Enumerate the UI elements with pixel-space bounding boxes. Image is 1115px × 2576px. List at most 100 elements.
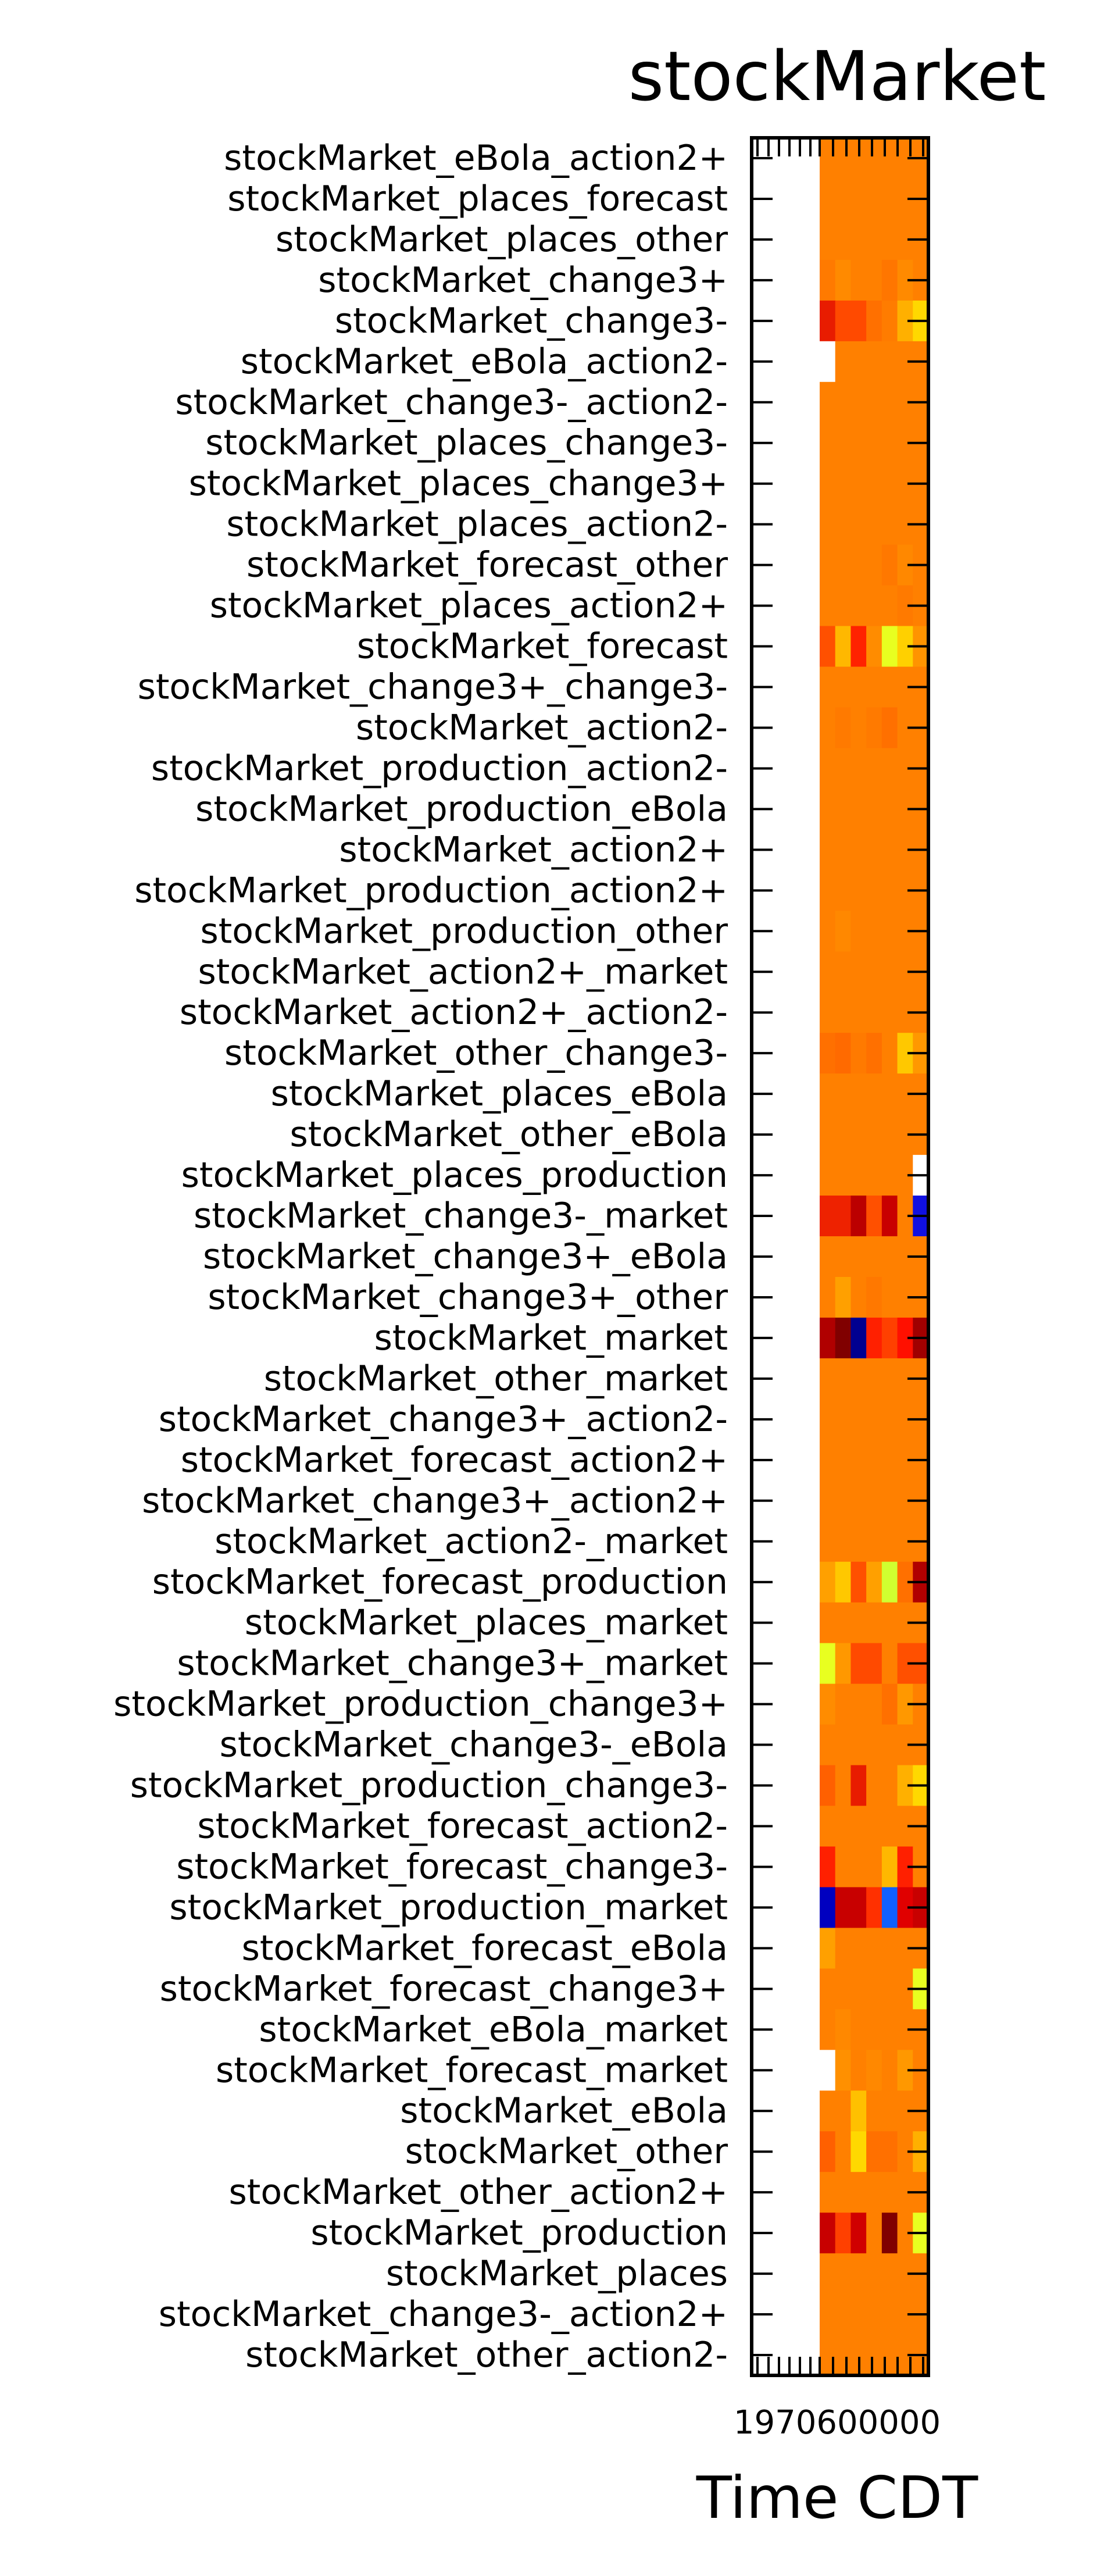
heatmap-cell [866, 463, 882, 505]
heatmap-cell [881, 381, 898, 423]
heatmap-cell [820, 2213, 836, 2254]
heatmap-cell [881, 422, 898, 464]
heatmap-cell [881, 1561, 898, 1603]
y-tick-label: stockMarket_production_action2- [151, 748, 728, 789]
heatmap-cell [866, 504, 882, 545]
heatmap-cell [881, 2294, 898, 2335]
heatmap-cell [835, 1033, 852, 1074]
heatmap-cell [820, 626, 836, 668]
y-tick-label: stockMarket_production_change3+ [113, 1684, 728, 1725]
heatmap-cell [850, 341, 867, 383]
y-tick-label: stockMarket_change3-_eBola [220, 1725, 728, 1765]
heatmap-cell [881, 829, 898, 870]
y-tick-label: stockMarket_production_eBola [195, 789, 728, 829]
heatmap-cell [835, 666, 852, 708]
heatmap-cell [850, 1114, 867, 1155]
heatmap-cell [881, 178, 898, 220]
heatmap-cell [850, 1806, 867, 1847]
heatmap-cell [820, 1480, 836, 1522]
heatmap-cell [850, 259, 867, 301]
heatmap-cell [850, 1236, 867, 1278]
heatmap-cell [850, 381, 867, 423]
heatmap-cell [881, 1521, 898, 1562]
heatmap-cell [835, 1521, 852, 1562]
heatmap-cell [820, 666, 836, 708]
heatmap-cell [820, 2050, 836, 2091]
heatmap-cell [881, 1968, 898, 2010]
heatmap-cell [881, 870, 898, 911]
heatmap-cell [820, 2131, 836, 2172]
y-tick-label: stockMarket_change3+_action2- [159, 1399, 728, 1440]
y-tick-label: stockMarket_places_production [181, 1155, 728, 1196]
heatmap-cell [866, 1439, 882, 1481]
heatmap-cell [820, 1439, 836, 1481]
heatmap-cell [866, 2009, 882, 2050]
y-tick-label: stockMarket_change3+_change3- [138, 667, 728, 708]
heatmap-cell [866, 2090, 882, 2132]
heatmap-cell [866, 585, 882, 627]
heatmap-cell [881, 911, 898, 952]
x-tick-labels: 1970600000 [734, 2404, 941, 2442]
heatmap-cell [881, 1155, 898, 1196]
heatmap-cell [850, 1683, 867, 1725]
heatmap-cell [850, 1155, 867, 1196]
heatmap-cell [850, 1439, 867, 1481]
heatmap-cell [866, 1236, 882, 1278]
heatmap-cell [820, 1683, 836, 1725]
heatmap-cell [850, 422, 867, 464]
heatmap-cell [835, 2009, 852, 2050]
heatmap-cell [881, 1846, 898, 1888]
heatmap-cell [820, 178, 836, 220]
chart-title: stockMarket [628, 36, 1046, 116]
y-tick-label: stockMarket_places_change3+ [189, 463, 728, 504]
heatmap-cell [881, 219, 898, 261]
heatmap-cell [866, 951, 882, 993]
heatmap-cell [850, 219, 867, 261]
heatmap-cell [850, 2253, 867, 2295]
heatmap-cell [850, 1846, 867, 1888]
heatmap-cell [835, 2335, 852, 2376]
heatmap-cell [835, 789, 852, 830]
heatmap-cell [820, 707, 836, 749]
y-tick-label: stockMarket_forecast_other [246, 545, 728, 586]
y-tick-label: stockMarket_other_change3- [224, 1033, 728, 1073]
heatmap-cell [866, 707, 882, 749]
heatmap-cell [835, 870, 852, 911]
heatmap-cell [881, 2172, 898, 2213]
heatmap-cell [850, 829, 867, 870]
heatmap-cell [850, 951, 867, 993]
y-tick-label: stockMarket_change3-_market [194, 1196, 728, 1236]
heatmap-cell [881, 300, 898, 342]
y-tick-label: stockMarket_forecast [357, 626, 728, 667]
heatmap-cell [866, 1521, 882, 1562]
y-tick-label: stockMarket_production_change3- [130, 1765, 728, 1806]
heatmap-cell [835, 2050, 852, 2091]
heatmap-cell [820, 1724, 836, 1766]
heatmap-cell [866, 1968, 882, 2010]
heatmap-cell [881, 951, 898, 993]
heatmap-cell [820, 1602, 836, 1644]
heatmap-cell [866, 626, 882, 668]
y-tick-label: stockMarket_action2-_market [215, 1521, 728, 1562]
heatmap-cell [850, 1398, 867, 1440]
heatmap-cell [850, 1643, 867, 1685]
heatmap-cell [881, 2131, 898, 2172]
heatmap-cell [820, 2090, 836, 2132]
heatmap-cell [850, 1033, 867, 1074]
heatmap-cell [881, 544, 898, 586]
heatmap-cell [866, 1643, 882, 1685]
heatmap-cell [835, 1114, 852, 1155]
heatmap-cell [866, 992, 882, 1033]
heatmap-cell [850, 1317, 867, 1359]
y-tick-label: stockMarket_eBola_action2- [241, 341, 728, 382]
y-tick-label: stockMarket_change3+ [318, 260, 728, 301]
heatmap-cell [835, 1846, 852, 1888]
y-tick-label: stockMarket_production_market [169, 1887, 728, 1928]
heatmap-cell [850, 748, 867, 790]
heatmap-cell [866, 1846, 882, 1888]
heatmap-cell [850, 707, 867, 749]
y-tick-label: stockMarket_market [374, 1318, 728, 1358]
heatmap-cell [866, 2253, 882, 2295]
heatmap-cell [835, 1806, 852, 1847]
